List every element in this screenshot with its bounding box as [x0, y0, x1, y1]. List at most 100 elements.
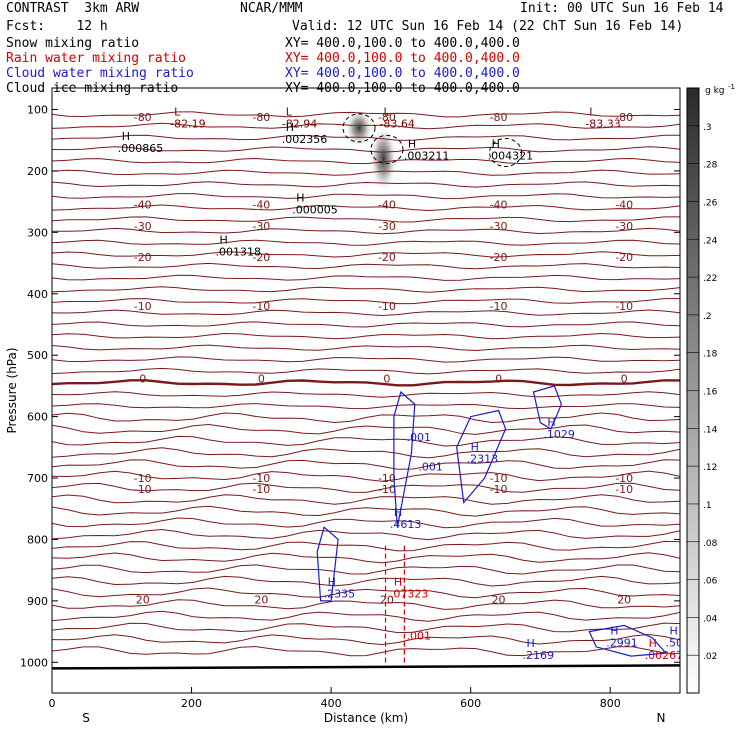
temperature-contour-label: -30 [378, 220, 396, 233]
y-tick-label: 900 [27, 595, 48, 608]
extremum-marker: H [471, 440, 479, 453]
temperature-contour [52, 122, 680, 130]
extremum-marker: H [408, 138, 416, 151]
colorbar-tick-label: .28 [703, 161, 718, 171]
temperature-contour [52, 587, 680, 599]
extremum-marker: L [286, 106, 293, 119]
extremum-value: -83.64 [379, 118, 414, 131]
extremum-marker: H [492, 138, 500, 151]
temperature-contour-label: -10 [490, 472, 508, 485]
cloud-water-contour [532, 385, 563, 430]
y-tick-label: 700 [27, 472, 48, 485]
temperature-contour [52, 564, 680, 575]
temperature-contour-label: -40 [134, 199, 152, 212]
extremum-value: .2335 [324, 588, 356, 601]
temperature-contour-label: -10 [252, 300, 270, 313]
temperature-contour [52, 379, 680, 387]
extremum-marker: H [394, 506, 402, 519]
colorbar-tick-label: .1 [703, 501, 712, 511]
extremum-value: -82.94 [282, 118, 317, 131]
temperature-contour-label: -20 [615, 251, 633, 264]
temperature-contour-label: -30 [252, 220, 270, 233]
cloud-water-contour [316, 526, 339, 602]
extremum-value: .2313 [467, 452, 499, 465]
cloud-water-contour [393, 390, 416, 528]
temperature-contour [52, 274, 680, 281]
extremum-marker: H [649, 637, 657, 650]
field-xy-snow: XY= 400.0,100.0 to 400.0,400.0 [285, 36, 520, 51]
extremum-value: .002356 [282, 133, 328, 146]
colorbar-tick-label: .3 [703, 123, 712, 133]
temperature-contour-label: 20 [254, 594, 268, 607]
temperature-contour [52, 111, 680, 118]
temperature-contour-label: -20 [378, 251, 396, 264]
extremum-value: -83.33 [585, 118, 620, 131]
temperature-contour-label: -10 [378, 472, 396, 485]
temperature-contour-label: -10 [134, 300, 152, 313]
temperature-contour-label: 20 [492, 594, 506, 607]
temperature-contour-label: 0 [495, 373, 502, 386]
extremum-marker: L [383, 106, 390, 119]
temperature-contour [52, 423, 680, 435]
colorbar-tick-label: .22 [703, 274, 717, 284]
temperature-contour-label: -20 [134, 251, 152, 264]
temperature-contour-label: 0 [258, 373, 265, 386]
temperature-contour-label: -40 [252, 199, 270, 212]
cloud-ice-contour [370, 134, 404, 164]
temperature-contour [52, 181, 680, 188]
extremum-value: .4613 [390, 518, 422, 531]
y-axis-title: Pressure (hPa) [5, 347, 19, 433]
temperature-contour [52, 435, 680, 447]
extremum-marker: H [526, 637, 534, 650]
temperature-contour-label: -30 [134, 220, 152, 233]
extremum-marker: H [122, 130, 130, 143]
temperature-contour [52, 391, 680, 398]
extremum-value: .004321 [488, 150, 533, 163]
colorbar-tick-label: .24 [703, 236, 718, 246]
temperature-contour-label: -30 [490, 220, 508, 233]
temperature-contour-label: 20 [136, 594, 150, 607]
temperature-contour-label: -80 [615, 111, 633, 124]
temperature-contour-label: -20 [252, 251, 270, 264]
temperature-contour [52, 610, 680, 622]
temperature-contour [52, 286, 680, 293]
y-tick-label: 300 [27, 226, 48, 239]
temperature-contour [52, 321, 680, 328]
colorbar-tick-label: .26 [703, 198, 718, 208]
temperature-contour [52, 169, 680, 176]
extremum-value: .002671 [645, 649, 691, 662]
temperature-contour-label: -20 [490, 251, 508, 264]
y-tick-label: 400 [27, 288, 48, 301]
temperature-contour-label: -10 [378, 300, 396, 313]
colorbar-tick-label: .12 [703, 463, 717, 473]
temperature-contour [52, 447, 680, 459]
y-tick-label: 200 [27, 165, 48, 178]
extremum-value: .000865 [118, 142, 163, 155]
temperature-contour [52, 403, 680, 410]
temperature-contour [52, 517, 680, 529]
colorbar-tick-label: .02 [703, 652, 717, 662]
temperature-contour-label: 0 [383, 373, 390, 386]
extremum-marker: H [286, 121, 294, 134]
extremum-marker: L [589, 106, 596, 119]
temperature-contour-label: 20 [617, 594, 631, 607]
temperature-contour [52, 262, 680, 270]
temperature-contour [52, 470, 680, 482]
cloud-water-contour [456, 409, 507, 505]
temperature-contour-label: -80 [134, 111, 152, 124]
temperature-contour [52, 575, 680, 587]
temperature-contour [52, 332, 680, 340]
plot-frame [51, 87, 681, 694]
field-name-snow: Snow mixing ratio [6, 36, 140, 51]
contour-value-label: .001 [406, 630, 431, 643]
extremum-marker: H [610, 625, 618, 638]
cloud-ice-contour [489, 137, 523, 167]
colorbar-unit-exponent: -1 [728, 83, 735, 91]
field-name-rain: Rain water mixing ratio [6, 51, 187, 66]
colorbar-tick-label: .06 [703, 577, 718, 587]
extremum-value: .003211 [404, 150, 450, 163]
extremum-value: .2991 [606, 637, 638, 650]
extremum-marker: H [394, 576, 402, 589]
temperature-contour-label: -40 [378, 199, 396, 212]
